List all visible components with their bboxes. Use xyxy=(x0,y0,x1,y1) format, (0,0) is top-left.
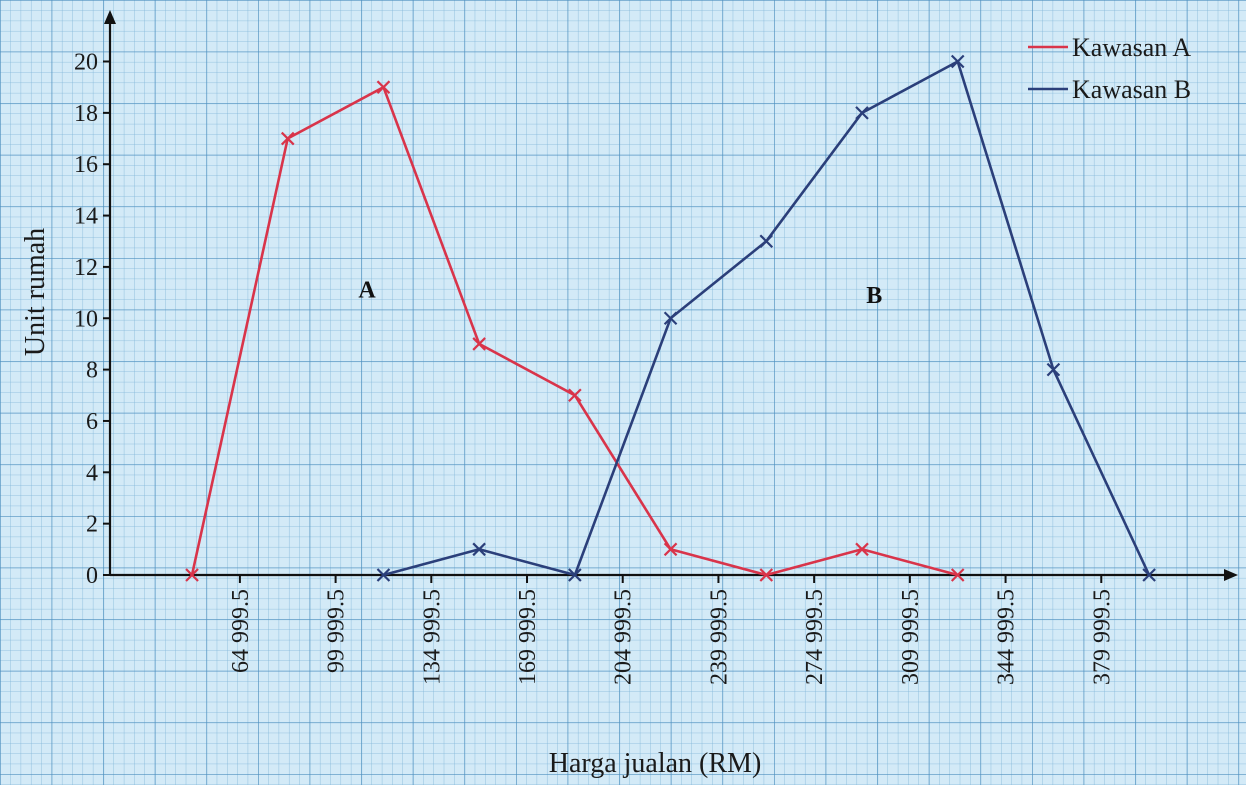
point-1-7 xyxy=(1046,362,1061,377)
y-axis-arrow xyxy=(104,10,116,24)
x-tick-label-8: 344 999.5 xyxy=(994,589,1020,685)
y-tick-label-0: 0 xyxy=(86,563,98,589)
x-ticks: 64 999.5 99 999.5 134 999.5 169 999.5 204 99… xyxy=(228,575,1115,685)
point-1-1 xyxy=(472,542,486,557)
x-tick-label-9: 379 999.5 xyxy=(1089,589,1115,685)
y-tick-label-2: 2 xyxy=(86,512,98,538)
y-tick-label-6: 6 xyxy=(86,409,98,435)
point-0-1 xyxy=(280,131,295,146)
point-0-7 xyxy=(855,542,869,557)
y-tick-label-8: 8 xyxy=(86,358,98,384)
x-tick-label-6: 274 999.5 xyxy=(802,589,828,685)
legend-label-kawasan-b: Kawasan B xyxy=(1072,75,1191,104)
series-layer xyxy=(185,54,1156,582)
point-1-2 xyxy=(568,568,582,582)
y-tick-label-10: 10 xyxy=(74,306,98,332)
point-0-4 xyxy=(568,388,582,403)
point-0-5 xyxy=(663,542,678,557)
y-axis-title: Unit rumah xyxy=(20,228,51,356)
point-0-8 xyxy=(950,568,965,582)
point-1-8 xyxy=(1142,568,1156,582)
axes xyxy=(104,10,1238,581)
point-0-0 xyxy=(185,568,199,582)
x-tick-label-0: 64 999.5 xyxy=(228,589,254,673)
x-axis-title: Harga jualan (RM) xyxy=(549,748,762,779)
series-kawasan-b xyxy=(376,54,1156,582)
x-axis-arrow xyxy=(1224,569,1238,581)
point-0-2 xyxy=(376,80,391,94)
y-tick-label-18: 18 xyxy=(74,101,98,127)
point-1-3 xyxy=(663,311,678,326)
x-tick-label-4: 204 999.5 xyxy=(611,589,637,685)
x-tick-label-1: 99 999.5 xyxy=(324,589,350,673)
point-0-6 xyxy=(759,568,774,582)
legend: Kawasan A Kawasan B xyxy=(1028,33,1191,104)
legend-label-kawasan-a: Kawasan A xyxy=(1072,33,1191,62)
series-kawasan-a xyxy=(185,80,965,582)
y-tick-label-14: 14 xyxy=(74,204,98,230)
y-tick-label-4: 4 xyxy=(86,460,98,486)
point-1-4 xyxy=(759,234,774,249)
x-tick-label-5: 239 999.5 xyxy=(706,589,732,685)
y-tick-label-20: 20 xyxy=(74,50,98,76)
point-1-5 xyxy=(855,106,869,120)
y-ticks: 0 2 4 6 8 10 12 14 16 18 20 xyxy=(74,50,110,589)
annotation-b: B xyxy=(866,283,882,309)
x-tick-label-7: 309 999.5 xyxy=(898,589,924,685)
y-tick-label-12: 12 xyxy=(74,255,98,281)
annotation-a: A xyxy=(358,278,376,304)
point-1-6 xyxy=(950,54,965,69)
point-1-0 xyxy=(376,568,391,582)
point-0-3 xyxy=(472,337,486,351)
x-tick-label-3: 169 999.5 xyxy=(515,589,541,685)
x-tick-label-2: 134 999.5 xyxy=(419,589,445,685)
y-tick-label-16: 16 xyxy=(74,152,98,178)
